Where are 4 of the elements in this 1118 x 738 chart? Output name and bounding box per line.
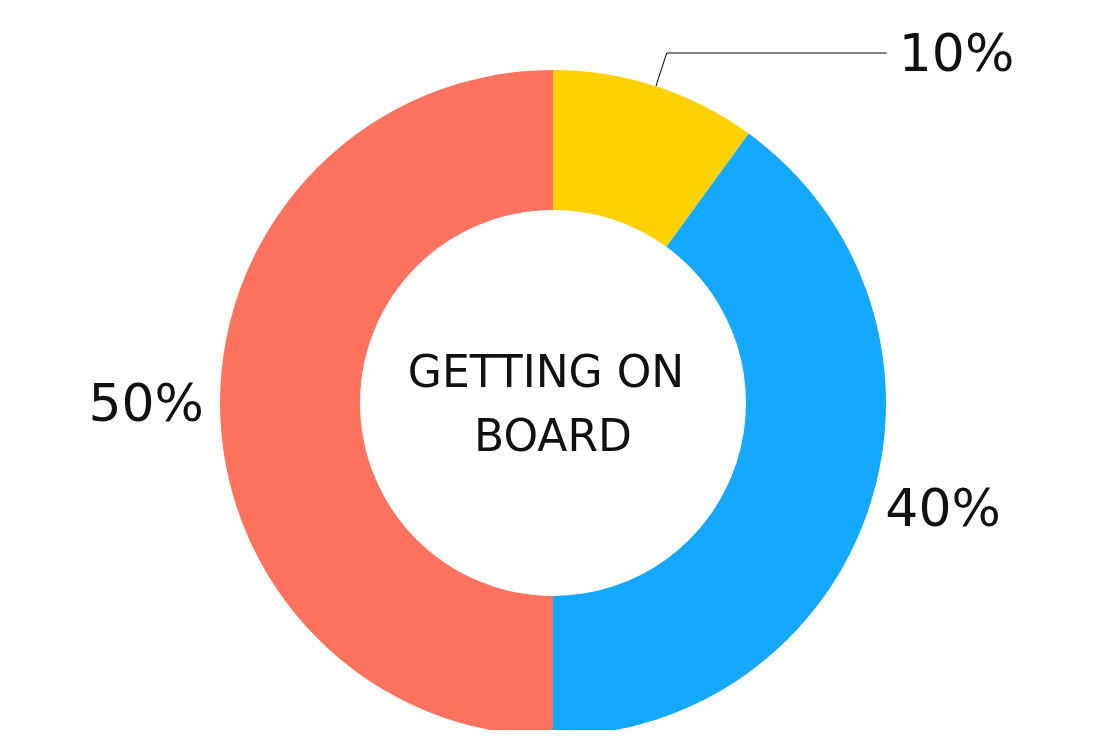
text: GETTING ON BOARD xyxy=(407,345,699,461)
data-label: 50% xyxy=(88,373,204,433)
data-label: 10% xyxy=(898,23,1015,84)
data-label: 40% xyxy=(885,478,1001,539)
